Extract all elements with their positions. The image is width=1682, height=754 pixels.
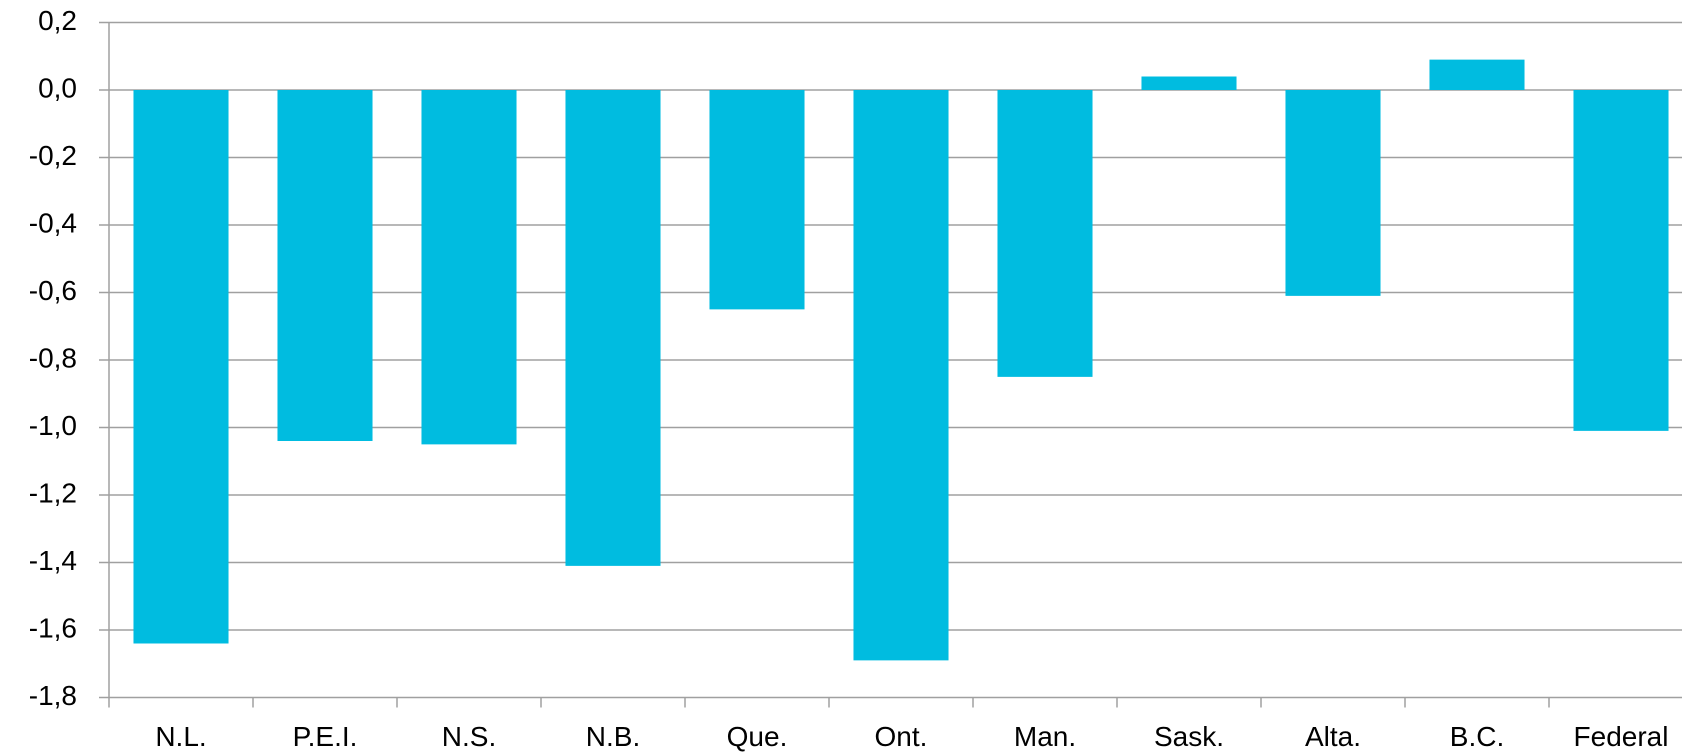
y-tick-label: -1,0 xyxy=(29,410,77,441)
x-tick-label: Sask. xyxy=(1154,721,1224,752)
x-tick-label: N.B. xyxy=(586,721,640,752)
bar xyxy=(277,90,373,441)
x-tick-label: Que. xyxy=(727,721,788,752)
y-tick-label: 0,0 xyxy=(38,72,77,103)
y-tick-label: -1,8 xyxy=(29,680,77,711)
y-tick-label: -0,8 xyxy=(29,342,77,373)
y-tick-label: -1,2 xyxy=(29,477,77,508)
y-tick-label: 0,2 xyxy=(38,5,77,36)
y-tick-label: -1,6 xyxy=(29,612,77,643)
bar xyxy=(853,90,949,661)
y-tick-label: -1,4 xyxy=(29,545,77,576)
bar xyxy=(1429,59,1525,90)
y-tick-label: -0,2 xyxy=(29,140,77,171)
x-tick-label: N.L. xyxy=(155,721,206,752)
bar xyxy=(997,90,1093,377)
x-tick-label: Federal xyxy=(1574,721,1669,752)
bar xyxy=(133,90,229,644)
bar xyxy=(1573,90,1669,431)
bar xyxy=(709,90,805,310)
bar xyxy=(565,90,661,566)
bar xyxy=(1141,76,1237,90)
y-tick-label: -0,6 xyxy=(29,275,77,306)
x-tick-label: P.E.I. xyxy=(293,721,358,752)
x-tick-label: Ont. xyxy=(875,721,928,752)
x-tick-label: N.S. xyxy=(442,721,496,752)
x-tick-label: Man. xyxy=(1014,721,1076,752)
bar xyxy=(421,90,517,445)
x-tick-label: B.C. xyxy=(1450,721,1504,752)
y-tick-label: -0,4 xyxy=(29,207,77,238)
bar xyxy=(1285,90,1381,296)
x-tick-label: Alta. xyxy=(1305,721,1361,752)
